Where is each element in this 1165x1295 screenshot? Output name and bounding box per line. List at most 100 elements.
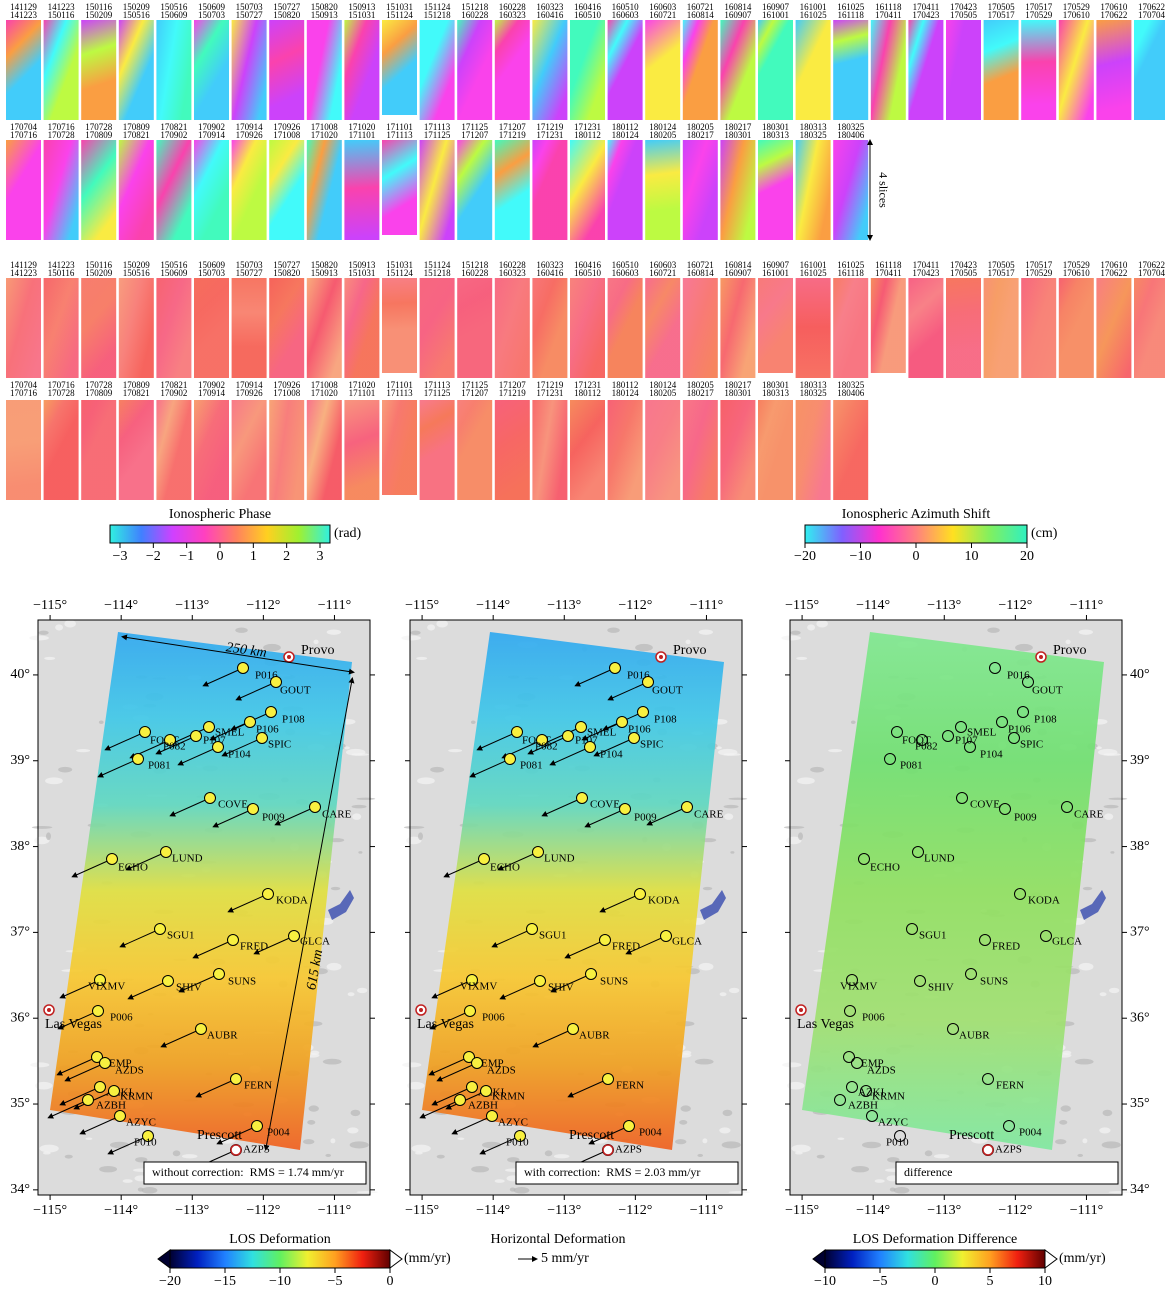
station-label: SPIC [1020,739,1043,751]
date-start: 150703 [236,2,264,12]
slice-image [946,278,981,378]
date-end: 170622 [1100,10,1127,20]
slice-image [1134,20,1165,120]
station-label: EMP [861,1058,884,1070]
gps-station [454,1094,466,1106]
panel-label-box [143,1161,367,1185]
station-label: SGU1 [919,930,947,942]
date-start: 170704 [10,380,38,390]
date-start: 171207 [499,380,527,390]
gps-station [851,1057,863,1069]
lat-tick-label: 39° [1130,753,1150,768]
slice-image [795,140,831,240]
velocity-arrow [209,721,251,741]
colorbar-tick-label: 0 [913,549,920,564]
date-end: 171020 [311,130,339,140]
lon-tick-label: −112° [998,598,1032,613]
slice-image [118,400,154,500]
slice-image [156,140,192,240]
colorbar-tick-label: 0 [387,1274,394,1289]
station-label: GLCA [672,936,702,948]
date-end: 161118 [838,268,865,278]
colorbar-tick-label: 5 [987,1274,994,1289]
date-start: 151218 [461,260,489,270]
date-start: 170809 [123,122,151,132]
date-start: 180205 [687,122,715,132]
station-label: P004 [639,1127,662,1139]
date-end: 150703 [198,10,226,20]
slice-image [118,20,154,120]
date-start: 141129 [10,2,37,12]
station-label: FERN [616,1080,644,1092]
velocity-arrow [79,1115,121,1135]
date-end: 171231 [536,388,563,398]
station-label: FRED [240,941,268,953]
azps-marker [982,1144,994,1156]
gps-station [955,721,967,733]
date-end: 170716 [10,130,38,140]
gps-station [846,1081,858,1093]
velocity-arrow [56,1056,98,1076]
velocity-arrow [177,746,219,766]
station-label: FERN [244,1080,272,1092]
date-start: 171125 [461,380,488,390]
station-label: AZBH [96,1100,126,1112]
date-end: 150609 [160,10,188,20]
station-label: AZPS [615,1144,642,1156]
gps-station [256,732,268,744]
velocity-arrow [549,746,591,766]
colorbar-tick-label: 10 [965,549,979,564]
lat-tick-label: 36° [1130,1010,1150,1025]
lat-tick-label: 39° [10,753,30,768]
slice-image [494,400,530,500]
station-label: P108 [282,714,305,726]
velocity-arrow [540,726,582,746]
date-start: 161118 [875,2,902,12]
gps-station [642,676,654,688]
station-label: SMEL [215,727,245,739]
station-label: KODA [1028,895,1060,907]
slice-image [682,20,718,120]
station-label: P108 [1034,714,1057,726]
date-start: 180217 [724,122,752,132]
date-start: 141129 [10,260,37,270]
velocity-arrow [574,667,616,687]
date-end: 170716 [10,388,38,398]
gps-station [623,1120,635,1132]
date-start: 170411 [913,2,940,12]
city-marker [287,655,291,659]
slice-image [570,140,605,240]
date-start: 171231 [574,380,601,390]
date-end: 150516 [123,10,151,20]
gps-station [94,974,106,986]
slice-image [344,278,380,378]
date-start: 180205 [687,380,715,390]
date-start: 170926 [273,380,301,390]
gps-station [891,726,903,738]
slice-image [758,400,793,500]
gps-station [139,726,151,738]
date-end: 150209 [85,268,113,278]
date-start: 171219 [536,122,564,132]
station-label: GOUT [1032,685,1063,697]
station-label: GOUT [280,685,311,697]
gps-station [247,803,259,815]
slice-image [156,278,192,378]
city-label: Las Vegas [45,1017,102,1032]
date-end: 150209 [85,10,113,20]
colorbar-tick-label: 1 [250,549,257,564]
date-end: 180112 [574,130,601,140]
date-end: 171207 [461,388,489,398]
slice-image [795,400,831,500]
gps-station [942,730,954,742]
lon-tick-label: −113° [175,1203,209,1218]
station-label: KRMN [872,1091,905,1103]
date-end: 170728 [48,130,76,140]
lon-tick-label: −114° [476,1203,510,1218]
station-label: AZYC [126,1117,156,1129]
station-label: SUNS [600,976,628,988]
station-label: GLCA [1052,936,1082,948]
date-start: 151124 [424,260,451,270]
date-start: 171125 [461,122,488,132]
scale-arrow [263,677,355,1151]
